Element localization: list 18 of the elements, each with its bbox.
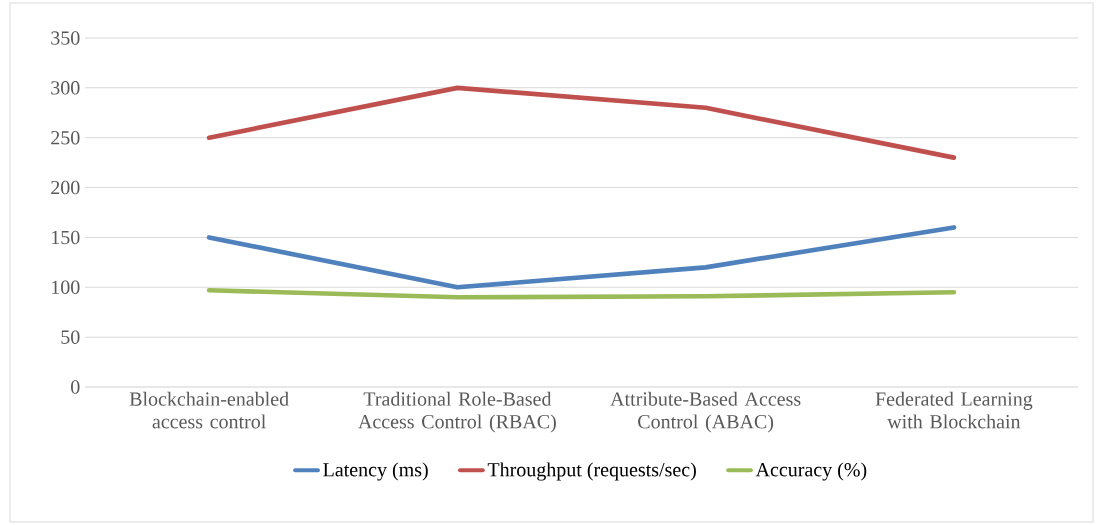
x-tick-label: Blockchain-enabled access control — [129, 391, 289, 429]
y-tick-label: 0 — [71, 380, 80, 394]
y-tick-label: 50 — [61, 330, 80, 344]
y-tick-label: 350 — [51, 31, 80, 45]
y-tick-label: 150 — [52, 230, 80, 245]
x-tick-label: Traditional Role-Based Access Control (RBAC) — [358, 391, 556, 433]
y-tick-label: 300 — [51, 81, 80, 95]
line-series — [206, 225, 957, 290]
x-tick-label: Attribute-Based Access Control (ABAC) — [610, 391, 801, 433]
legend-label: Latency (ms) — [323, 462, 428, 481]
y-tick-label: 100 — [52, 280, 80, 295]
legend-label: Accuracy (%) — [755, 462, 867, 481]
line-series — [206, 85, 957, 160]
y-tick-label: 250 — [51, 130, 80, 145]
x-tick-label: Federated Learning with Blockchain — [875, 391, 1033, 429]
line-series — [206, 287, 957, 300]
y-tick-label: 200 — [51, 180, 80, 195]
legend-label: Throughput (requests/sec) — [487, 462, 696, 481]
